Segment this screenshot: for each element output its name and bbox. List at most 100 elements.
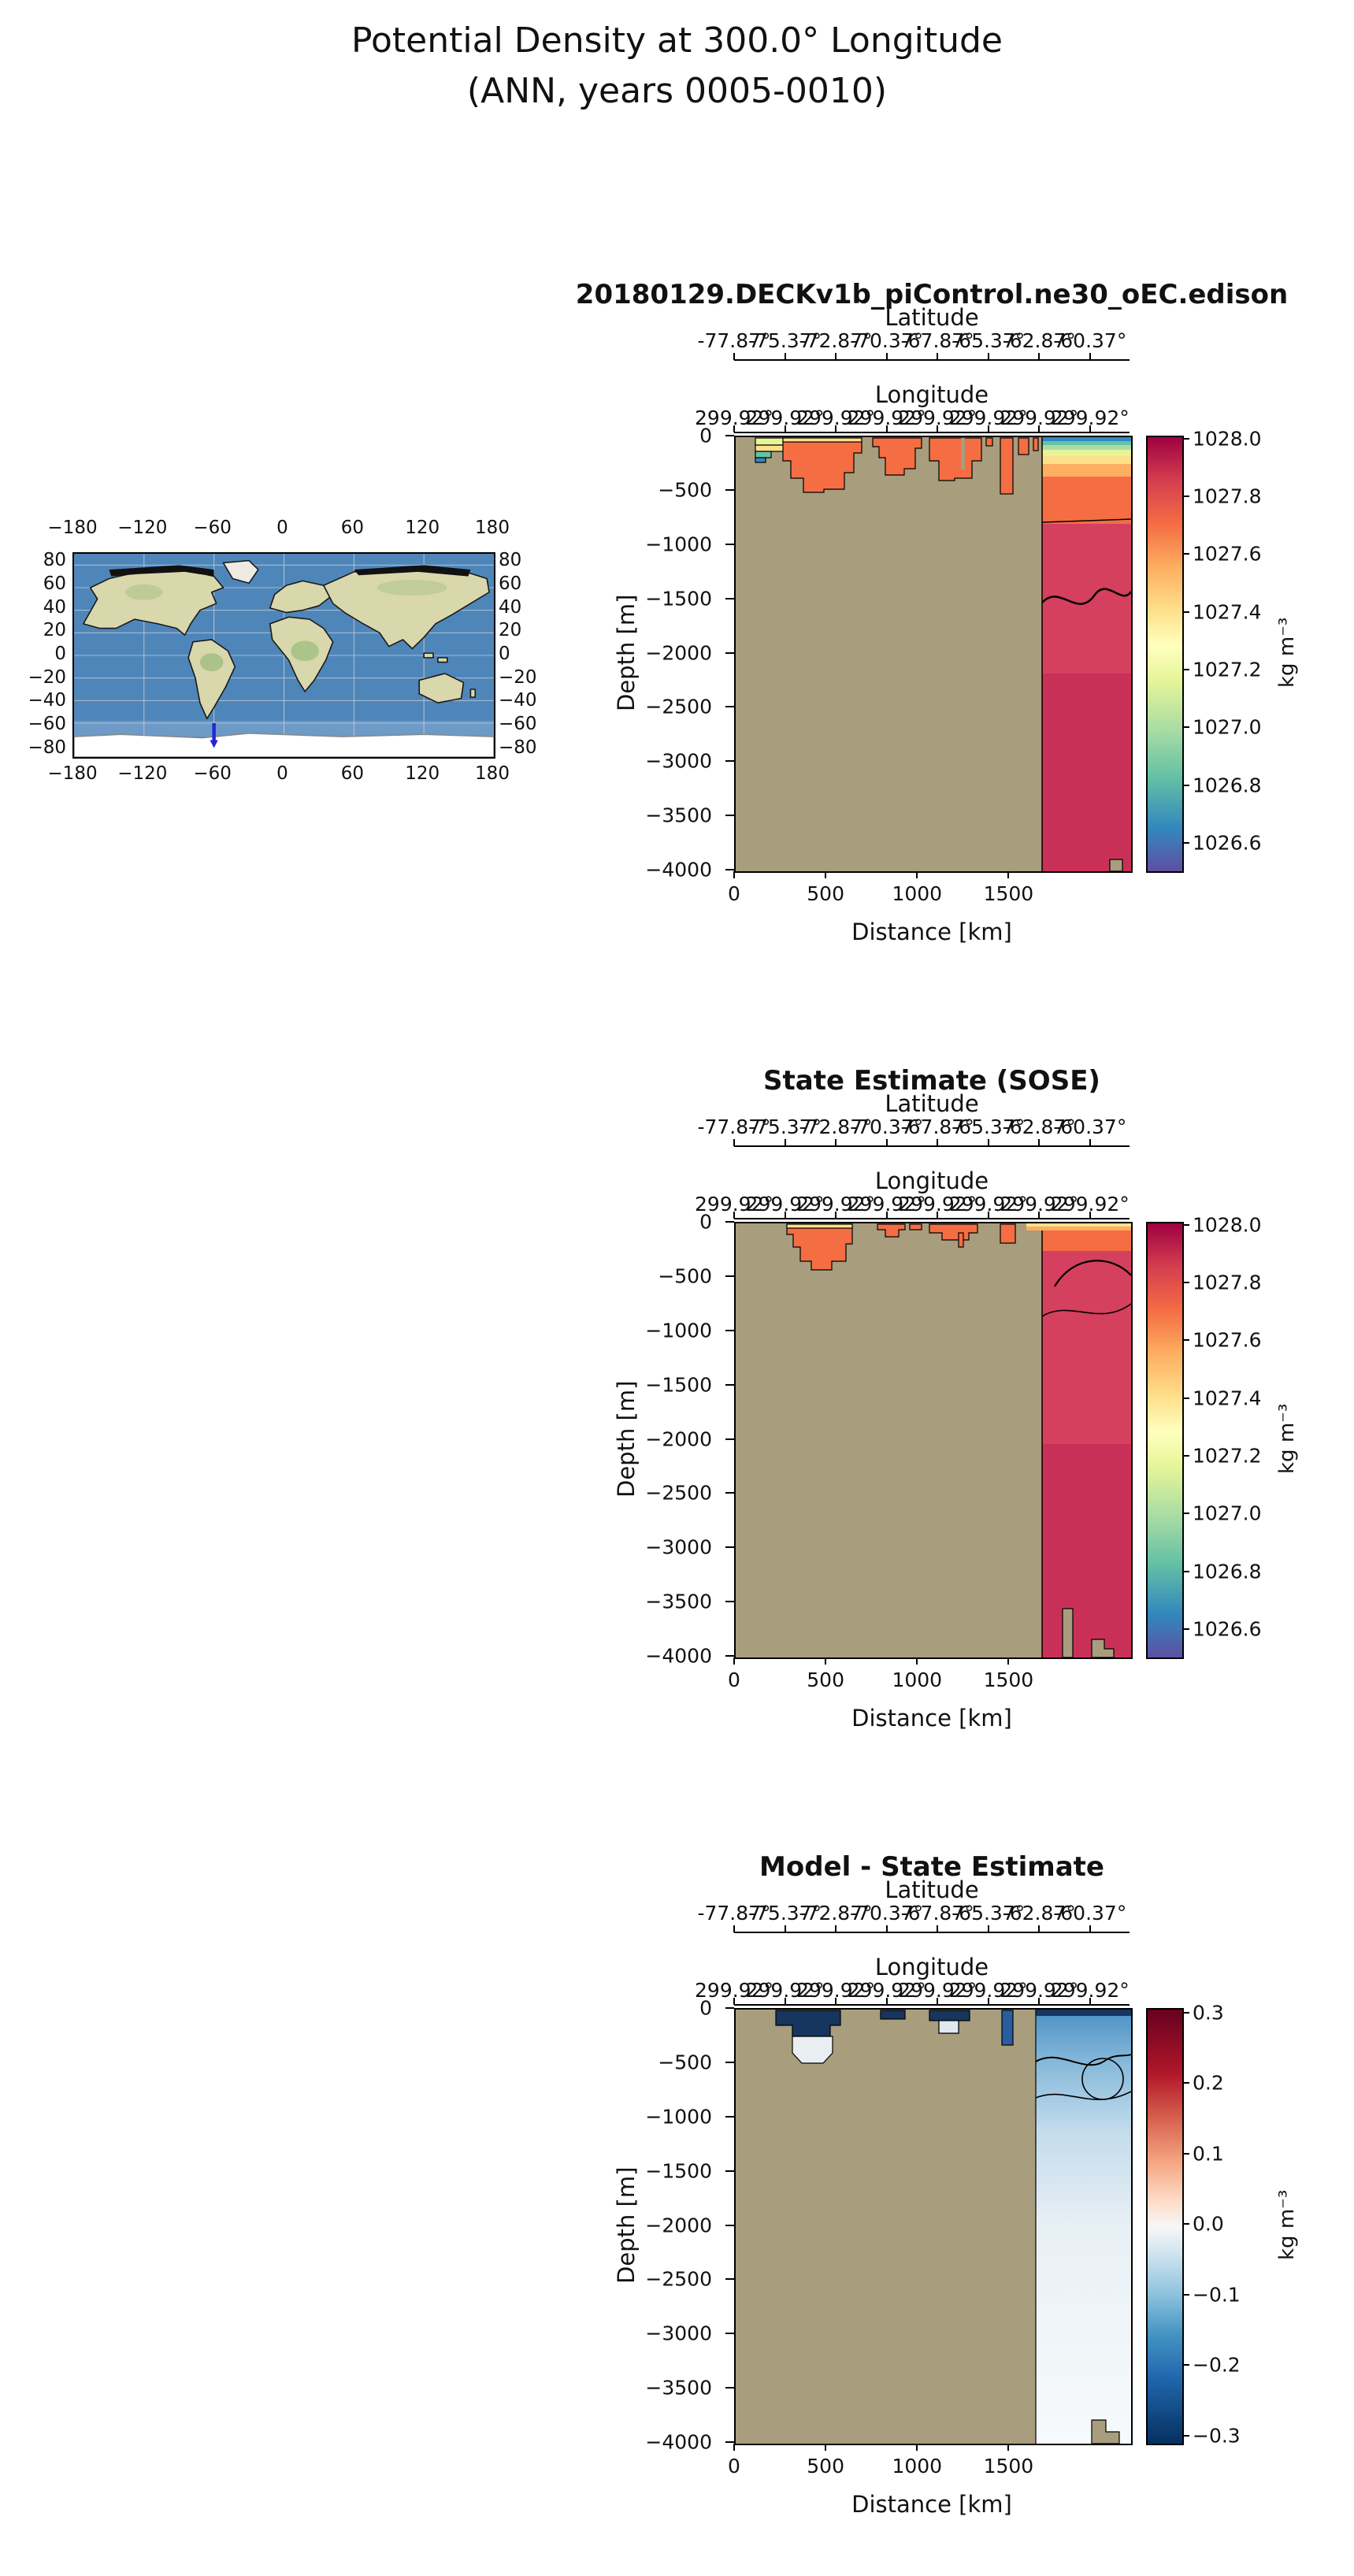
latitude-axis-label: Latitude bbox=[885, 1876, 979, 1903]
deep-slope-column bbox=[1026, 1223, 1131, 1657]
latitude-tick-label: -60.37° bbox=[1053, 1115, 1127, 1138]
colorbar-spectral bbox=[1146, 436, 1184, 873]
colorbar-tick-mark bbox=[1182, 2082, 1189, 2084]
depth-tick-label: −1000 bbox=[645, 1319, 712, 1342]
distance-tick-mark bbox=[1007, 2444, 1010, 2451]
latitude-tick-label: -65.37° bbox=[952, 1115, 1026, 1138]
longitude-axis-spine bbox=[733, 425, 1130, 433]
shelf-difference-patches bbox=[775, 2010, 1014, 2064]
depth-ticklabels: 0 −500 −1000 −1500 −2000 −2500 −3000 −3500 −4000 bbox=[635, 425, 720, 882]
depth-tick-mark bbox=[725, 1438, 734, 1440]
longitude-tick-mark bbox=[987, 425, 989, 432]
density-contour bbox=[1054, 1260, 1131, 1287]
latitude-tick-mark bbox=[987, 353, 989, 360]
longitude-tick-mark bbox=[835, 425, 837, 432]
distance-tick-mark bbox=[733, 2444, 735, 2451]
difference-contour bbox=[1035, 2054, 1131, 2066]
latitude-tick-mark bbox=[784, 353, 786, 360]
depth-tick-label: −3000 bbox=[645, 749, 712, 773]
distance-tick-mark bbox=[733, 871, 735, 878]
colorbar-tickmarks bbox=[1182, 436, 1189, 870]
latitude-ticklabels: -77.87° -75.37° -72.87° -70.37° -67.87° -65.3… bbox=[697, 329, 1130, 353]
latitude-tick-label: -62.87° bbox=[1002, 329, 1076, 352]
colorbar-tick-mark bbox=[1182, 841, 1189, 844]
landmass-antarctica bbox=[74, 733, 494, 757]
depth-tick-label: 0 bbox=[699, 1210, 712, 1234]
depth-tick-label: −3500 bbox=[645, 804, 712, 827]
panel-sose: State Estimate (SOSE) Latitude -77.87° -7… bbox=[0, 1043, 1354, 1740]
colorbar-tick-mark bbox=[1182, 1570, 1189, 1572]
depth-tick-mark bbox=[725, 1546, 734, 1549]
longitude-tick-mark bbox=[784, 425, 786, 432]
colorbar-tick-label: 1027.8 bbox=[1193, 484, 1262, 508]
longitude-tick-mark bbox=[987, 1998, 989, 2005]
map-longitude-tick-label: 60 bbox=[340, 763, 364, 784]
colorbar-spectral bbox=[1146, 1222, 1184, 1659]
colorbar-tick-label: 0.2 bbox=[1193, 2071, 1224, 2095]
map-latitude-tick-label: 60 bbox=[43, 573, 66, 594]
seafloor-steps bbox=[1091, 1639, 1115, 1657]
landmass-new-zealand bbox=[469, 689, 477, 698]
latitude-tick-mark bbox=[1038, 1925, 1041, 1932]
colorbar-tick-mark bbox=[1182, 437, 1189, 440]
latitude-tick-mark bbox=[784, 1139, 786, 1146]
map-longitude-tick-label: −120 bbox=[117, 763, 168, 784]
depth-tickmarks bbox=[725, 435, 734, 870]
deep-slope-column bbox=[1041, 437, 1131, 871]
colorbar-tick-mark bbox=[1182, 553, 1189, 555]
colorbar-ticklabels: 1028.0 1027.8 1027.6 1027.4 1027.2 1027.0 1026… bbox=[1193, 1213, 1279, 1656]
depth-tick-mark bbox=[725, 2224, 734, 2226]
colorbar-tickmarks bbox=[1182, 1222, 1189, 1656]
latitude-tick-mark bbox=[1038, 353, 1041, 360]
depth-tick-label: −1500 bbox=[645, 2159, 712, 2183]
latitude-tick-mark bbox=[885, 1139, 888, 1146]
colorbar-tick-label: 1026.8 bbox=[1193, 774, 1262, 797]
longitude-axis-label: Longitude bbox=[874, 381, 989, 408]
distance-tick-label: 1500 bbox=[983, 1668, 1034, 1691]
colorbar-tick-label: 1026.6 bbox=[1193, 1617, 1262, 1641]
latitude-tick-mark bbox=[937, 353, 939, 360]
depth-tick-mark bbox=[725, 2333, 734, 2335]
latitude-ticklabels: -77.87° -75.37° -72.87° -70.37° -67.87° -65.3… bbox=[697, 1115, 1130, 1139]
latitude-tick-label: -72.87° bbox=[799, 1902, 873, 1925]
longitude-tick-mark bbox=[733, 1212, 735, 1219]
map-longitude-tick-label: 0 bbox=[276, 763, 288, 784]
colorbar-tickmarks bbox=[1182, 2008, 1189, 2442]
depth-tick-label: −1000 bbox=[645, 533, 712, 556]
latitude-tick-mark bbox=[1089, 1925, 1091, 1932]
colorbar-tick-mark bbox=[1182, 2434, 1189, 2437]
colorbar-tick-mark bbox=[1182, 668, 1189, 670]
colorbar-tick-mark bbox=[1182, 2223, 1189, 2225]
seafloor-bump bbox=[1062, 1608, 1074, 1657]
colorbar-tick-label: 1027.4 bbox=[1193, 1386, 1262, 1410]
map-latitude-tick-label: 80 bbox=[499, 550, 522, 571]
longitude-ticklabels: 299.92° 299.92° 299.92° 299.92° 299.92° 299.9… bbox=[695, 1193, 1130, 1216]
latitude-tick-label: -75.37° bbox=[747, 329, 822, 352]
latitude-tick-mark bbox=[885, 353, 888, 360]
map-latitude-tick-label: 0 bbox=[499, 644, 510, 664]
distance-tick-label: 0 bbox=[728, 1668, 740, 1691]
colorbar-tick-label: −0.2 bbox=[1193, 2353, 1241, 2377]
distance-ticklabels: 0 500 1000 1500 bbox=[728, 882, 1130, 906]
latitude-axis-label: Latitude bbox=[885, 304, 979, 331]
depth-tick-label: −2000 bbox=[645, 1427, 712, 1450]
distance-ticklabels: 0 500 1000 1500 bbox=[728, 1668, 1130, 1692]
longitude-tick-mark bbox=[1038, 1212, 1041, 1219]
distance-tick-label: 500 bbox=[807, 882, 844, 905]
depth-tick-label: −1000 bbox=[645, 2105, 712, 2129]
latitude-tick-mark bbox=[733, 1925, 735, 1932]
latitude-tick-label: -70.37° bbox=[850, 1115, 924, 1138]
map-latitude-tick-label: −20 bbox=[28, 666, 66, 688]
depth-ticklabels: 0 −500 −1000 −1500 −2000 −2500 −3000 −3500 −4000 bbox=[635, 1211, 720, 1668]
section-plot-model bbox=[734, 436, 1133, 873]
map-longitude-tick-label: −180 bbox=[47, 518, 98, 538]
depth-tick-mark bbox=[725, 1655, 734, 1657]
transect-marker bbox=[210, 723, 218, 748]
map-longitude-tick-label: 180 bbox=[475, 763, 510, 784]
latitude-tick-label: -62.87° bbox=[1002, 1115, 1076, 1138]
colorbar-tick-mark bbox=[1182, 1454, 1189, 1457]
depth-tick-mark bbox=[725, 2387, 734, 2389]
latitude-axis-spine bbox=[733, 353, 1130, 361]
map-latitude-tick-label: 80 bbox=[43, 550, 66, 571]
distance-tick-mark bbox=[1007, 1657, 1010, 1665]
